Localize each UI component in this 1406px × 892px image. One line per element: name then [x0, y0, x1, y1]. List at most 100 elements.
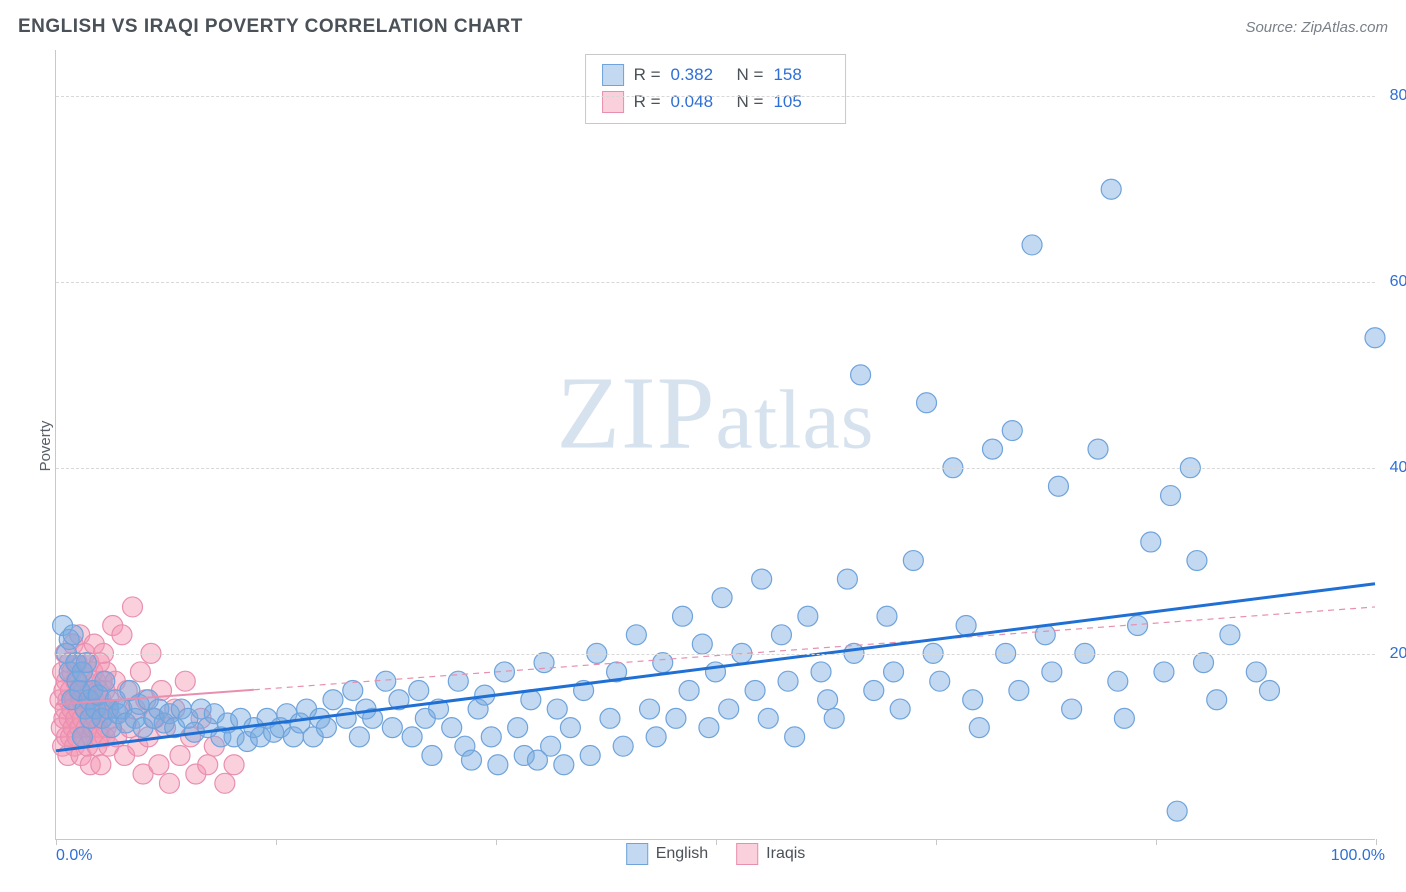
data-point — [758, 708, 778, 728]
data-point — [488, 755, 508, 775]
data-point — [712, 588, 732, 608]
x-tick-label: 100.0% — [1331, 847, 1385, 865]
swatch-iraqis — [602, 91, 624, 113]
y-tick-label: 20.0% — [1390, 645, 1406, 663]
gridline — [56, 96, 1375, 97]
data-point — [798, 606, 818, 626]
data-point — [409, 680, 429, 700]
data-point — [149, 755, 169, 775]
data-point — [1161, 486, 1181, 506]
data-point — [884, 662, 904, 682]
y-tick-label: 80.0% — [1390, 87, 1406, 105]
plot-area: ZIPatlas R = 0.382 N = 158 R = 0.048 N =… — [55, 50, 1375, 840]
x-tick-label: 0.0% — [56, 847, 92, 865]
data-point — [640, 699, 660, 719]
data-point — [481, 727, 501, 747]
data-point — [982, 439, 1002, 459]
n-value-english: 158 — [773, 61, 829, 88]
data-point — [1259, 680, 1279, 700]
x-tick — [1376, 839, 1377, 845]
data-point — [1187, 551, 1207, 571]
data-point — [1154, 662, 1174, 682]
data-point — [1009, 680, 1029, 700]
data-point — [63, 625, 83, 645]
data-point — [1002, 421, 1022, 441]
chart-svg — [56, 50, 1375, 839]
r-value-iraqis: 0.048 — [671, 88, 727, 115]
data-point — [402, 727, 422, 747]
data-point — [560, 718, 580, 738]
data-point — [461, 750, 481, 770]
y-axis-label: Poverty — [37, 421, 54, 472]
gridline — [56, 282, 1375, 283]
data-point — [442, 718, 462, 738]
data-point — [785, 727, 805, 747]
data-point — [1141, 532, 1161, 552]
data-point — [336, 708, 356, 728]
chart-title: ENGLISH VS IRAQI POVERTY CORRELATION CHA… — [18, 16, 523, 38]
data-point — [323, 690, 343, 710]
data-point — [130, 662, 150, 682]
data-point — [91, 755, 111, 775]
bottom-legend: English Iraqis — [626, 843, 806, 865]
n-value-iraqis: 105 — [773, 88, 829, 115]
gridline — [56, 468, 1375, 469]
data-point — [376, 671, 396, 691]
data-point — [534, 653, 554, 673]
data-point — [864, 680, 884, 700]
data-point — [72, 727, 92, 747]
swatch-english — [602, 64, 624, 86]
x-tick — [1156, 839, 1157, 845]
data-point — [745, 680, 765, 700]
data-point — [811, 662, 831, 682]
data-point — [1022, 235, 1042, 255]
data-point — [422, 745, 442, 765]
y-tick-label: 40.0% — [1390, 459, 1406, 477]
gridline — [56, 654, 1375, 655]
data-point — [930, 671, 950, 691]
data-point — [1108, 671, 1128, 691]
data-point — [1101, 179, 1121, 199]
stats-row-iraqis: R = 0.048 N = 105 — [602, 88, 830, 115]
stats-legend: R = 0.382 N = 158 R = 0.048 N = 105 — [585, 54, 847, 124]
data-point — [851, 365, 871, 385]
data-point — [956, 616, 976, 636]
legend-item-iraqis: Iraqis — [736, 843, 805, 865]
stats-row-english: R = 0.382 N = 158 — [602, 61, 830, 88]
data-point — [1062, 699, 1082, 719]
data-point — [175, 671, 195, 691]
data-point — [547, 699, 567, 719]
data-point — [626, 625, 646, 645]
x-tick — [56, 839, 57, 845]
data-point — [613, 736, 633, 756]
data-point — [316, 718, 336, 738]
legend-label-english: English — [656, 845, 708, 863]
data-point — [541, 736, 561, 756]
data-point — [699, 718, 719, 738]
data-point — [1194, 653, 1214, 673]
data-point — [600, 708, 620, 728]
data-point — [1048, 476, 1068, 496]
data-point — [76, 653, 96, 673]
r-label: R = — [634, 88, 661, 115]
data-point — [646, 727, 666, 747]
data-point — [112, 625, 132, 645]
data-point — [1220, 625, 1240, 645]
data-point — [1365, 328, 1385, 348]
data-point — [969, 718, 989, 738]
swatch-english-icon — [626, 843, 648, 865]
data-point — [382, 718, 402, 738]
data-point — [1088, 439, 1108, 459]
data-point — [1114, 708, 1134, 728]
data-point — [198, 755, 218, 775]
data-point — [95, 671, 115, 691]
data-point — [824, 708, 844, 728]
r-value-english: 0.382 — [671, 61, 727, 88]
data-point — [1042, 662, 1062, 682]
data-point — [752, 569, 772, 589]
data-point — [349, 727, 369, 747]
data-point — [224, 755, 244, 775]
x-tick — [936, 839, 937, 845]
data-point — [679, 680, 699, 700]
data-point — [170, 745, 190, 765]
